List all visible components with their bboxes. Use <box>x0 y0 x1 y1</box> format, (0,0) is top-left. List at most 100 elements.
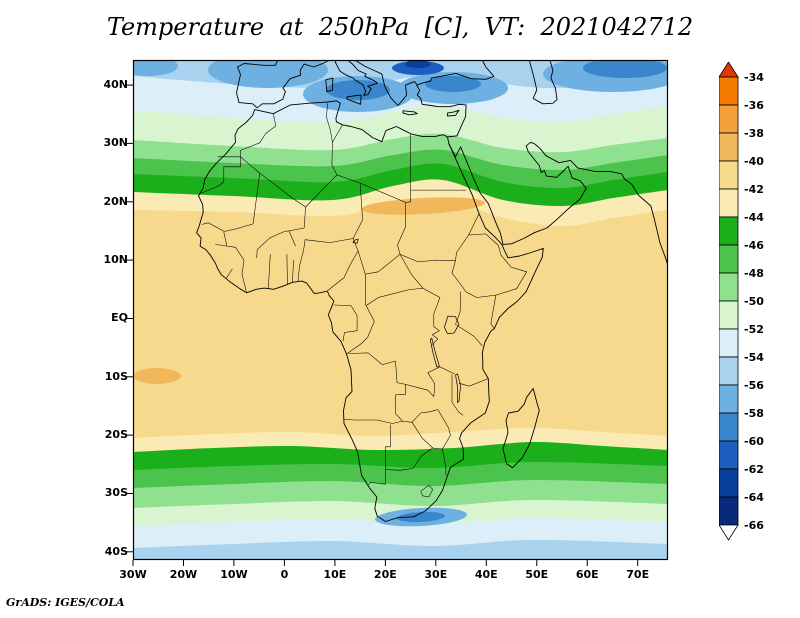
country-border <box>240 113 277 157</box>
axis-ticks <box>127 84 639 566</box>
colorbar-cell <box>718 76 739 106</box>
x-axis-tick-label: 0 <box>280 568 289 581</box>
country-border <box>305 174 338 208</box>
country-border <box>397 202 406 255</box>
country-border <box>411 409 438 423</box>
geography-layer <box>196 60 668 522</box>
x-axis-tick-label: 30E <box>424 568 448 581</box>
y-axis-labels: 40N 30N 20N 10N EQ 10S 20S 30S 40S <box>90 60 128 560</box>
coastline <box>528 60 558 105</box>
lake-outline <box>444 315 460 334</box>
country-border <box>241 260 247 293</box>
country-border <box>331 124 411 203</box>
country-border <box>437 409 451 450</box>
colorbar-cell <box>718 272 739 302</box>
x-axis-tick-label: 20E <box>373 568 397 581</box>
colorbar-cell <box>718 188 739 218</box>
y-axis-tick-label: 40N <box>103 78 128 92</box>
colorbar-cell <box>718 384 739 414</box>
country-border <box>442 449 447 476</box>
country-border <box>385 447 433 471</box>
colorbar-tick-label: -62 <box>744 463 764 476</box>
colorbar-cell <box>718 300 739 330</box>
country-border <box>367 424 391 486</box>
colorbar-cell <box>718 468 739 498</box>
x-axis-tick-label: 30W <box>119 568 147 581</box>
country-border <box>399 254 456 263</box>
country-border <box>284 206 306 232</box>
temp-patch-m62_64 <box>405 60 431 68</box>
y-axis-tick-label: 30N <box>103 136 128 150</box>
country-border <box>201 222 225 232</box>
lake-outline <box>455 373 461 404</box>
colorbar-cell <box>718 132 739 162</box>
colorbar-cell <box>718 496 739 526</box>
coastline <box>448 141 668 268</box>
lake-outline <box>429 337 440 368</box>
colorbar-cell <box>718 440 739 470</box>
x-axis-tick-label: 10E <box>323 568 347 581</box>
chart-title: Temperature at 250hPa [C], VT: 202104271… <box>106 13 694 41</box>
colorbar-tick-label: -52 <box>744 323 764 336</box>
country-border <box>395 384 406 422</box>
country-border <box>224 173 260 232</box>
y-axis-tick-label: EQ <box>111 311 128 325</box>
country-border <box>288 230 296 247</box>
colorbar-arrow-up <box>718 61 739 78</box>
temp-patch-m58_60 <box>583 60 667 78</box>
colorbar-arrow-down <box>718 524 739 541</box>
temperature-bands-layer <box>133 60 668 560</box>
country-border <box>490 295 497 329</box>
country-border <box>462 286 496 298</box>
coastline <box>346 94 362 105</box>
coastline <box>402 110 418 116</box>
temp-patch-m58_60 <box>397 511 445 523</box>
temp-band-m54_56 <box>133 539 668 560</box>
country-border <box>468 233 499 246</box>
y-axis-tick-label: 20N <box>103 194 128 208</box>
country-border <box>346 305 375 355</box>
colorbar-tick-label: -42 <box>744 183 764 196</box>
colorbar-cell <box>718 356 739 386</box>
colorbar-tick-label: -38 <box>744 127 764 140</box>
country-border <box>256 231 285 258</box>
y-axis-tick-label: 30S <box>104 486 128 500</box>
attribution-text: GrADS: IGES/COLA <box>6 596 125 609</box>
colorbar-cell <box>718 328 739 358</box>
temp-patch-m38_40 <box>361 197 485 215</box>
country-border <box>297 239 306 282</box>
lake-outline <box>352 238 359 244</box>
colorbar-tick-label: -46 <box>744 239 764 252</box>
colorbar-cell <box>718 160 739 190</box>
country-border <box>215 244 245 261</box>
x-axis-tick-label: 20W <box>169 568 198 581</box>
country-border <box>411 422 433 449</box>
colorbar-tick-label: -48 <box>744 267 764 280</box>
coastline <box>354 60 418 106</box>
country-border <box>468 213 480 236</box>
country-border <box>455 234 469 261</box>
x-axis-tick-label: 10W <box>220 568 248 581</box>
colorbar-cell <box>718 244 739 274</box>
coastline <box>325 77 334 92</box>
coastline <box>196 100 544 522</box>
country-border <box>495 245 527 296</box>
y-axis-tick-label: 10N <box>103 253 128 267</box>
country-border <box>364 274 366 306</box>
x-axis-tick-label: 40E <box>474 568 498 581</box>
map-svg <box>127 59 669 566</box>
colorbar-cell <box>718 412 739 442</box>
colorbar-tick-label: -44 <box>744 211 764 224</box>
y-axis-tick-label: 10S <box>104 369 128 383</box>
country-border <box>357 250 401 275</box>
country-border <box>327 238 359 291</box>
country-border <box>455 324 483 347</box>
country-border <box>326 103 333 143</box>
colorbar-tick-label: -64 <box>744 491 764 504</box>
country-border <box>451 374 464 416</box>
colorbar-tick-label: -34 <box>744 71 764 84</box>
colorbar-tick-label: -66 <box>744 519 764 532</box>
country-border <box>305 238 354 243</box>
country-border <box>223 232 228 247</box>
